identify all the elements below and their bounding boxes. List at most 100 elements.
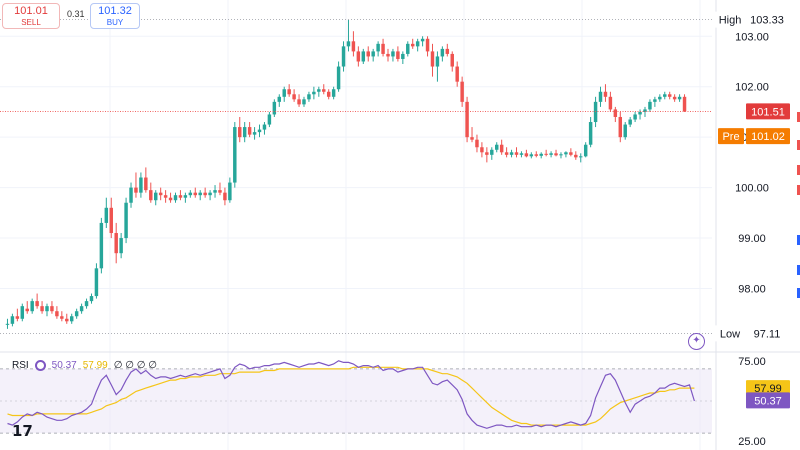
- low-label-text: Low: [720, 328, 740, 340]
- candle: [282, 86, 286, 102]
- candle-body: [396, 51, 400, 59]
- candle: [544, 149, 548, 157]
- candle-body: [326, 91, 331, 97]
- candle-body: [15, 316, 20, 319]
- candle-body: [79, 306, 84, 312]
- candle-body: [262, 124, 267, 130]
- candle-body: [99, 222, 104, 269]
- high-value: 103.33: [747, 11, 787, 28]
- candle-body: [307, 94, 311, 100]
- candle: [40, 301, 44, 314]
- candle-body: [257, 129, 262, 133]
- candle: [183, 192, 188, 203]
- price-axis[interactable]: 103.00102.00101.00100.0099.0098.0075.002…: [715, 0, 800, 450]
- candle: [386, 48, 390, 62]
- tradingview-logo[interactable]: 17: [12, 422, 33, 440]
- candle: [60, 311, 64, 322]
- candle: [30, 298, 34, 314]
- candle-body: [55, 311, 59, 317]
- candle: [549, 151, 553, 158]
- candle: [430, 43, 435, 77]
- candle: [603, 84, 608, 102]
- price-tick-label: 99.00: [738, 233, 766, 245]
- candle: [490, 147, 494, 160]
- candle-body: [109, 207, 113, 234]
- candle: [20, 303, 25, 322]
- candle-body: [50, 306, 54, 312]
- candle: [410, 38, 415, 49]
- candle-body: [158, 192, 163, 196]
- candle: [213, 185, 217, 198]
- candle-body: [514, 152, 519, 155]
- candle-body: [317, 89, 321, 92]
- candle-body: [490, 149, 494, 155]
- candle-body: [267, 114, 272, 125]
- pre-label-tag-box: [718, 128, 744, 145]
- candle-body: [242, 127, 247, 138]
- candle-body: [475, 139, 479, 148]
- candle-body: [588, 122, 593, 145]
- candle: [376, 41, 380, 57]
- candle: [89, 293, 94, 304]
- candle-body: [410, 43, 415, 47]
- candle: [638, 109, 642, 120]
- candle: [667, 91, 672, 100]
- indicator-settings-icon[interactable]: [34, 360, 46, 371]
- candle: [238, 116, 242, 143]
- candle-body: [638, 111, 642, 115]
- sparkle-icon[interactable]: ✦: [688, 333, 705, 350]
- low-value-text: 97.11: [754, 328, 781, 340]
- candle: [168, 192, 173, 203]
- rsi-value-tag-text: 50.37: [754, 395, 782, 407]
- candle-body: [593, 101, 598, 123]
- candle-body: [663, 94, 667, 97]
- candle-body: [60, 316, 64, 319]
- sell-label: SELL: [21, 18, 41, 27]
- candle: [371, 48, 375, 62]
- candle-body: [10, 316, 15, 324]
- candle: [267, 111, 272, 128]
- candle: [84, 298, 89, 309]
- candle: [554, 149, 558, 157]
- candle: [252, 127, 257, 140]
- candlestick-series: [5, 19, 687, 329]
- candle: [495, 142, 499, 153]
- candle: [292, 89, 296, 102]
- candle-body: [119, 238, 123, 254]
- buy-button[interactable]: 101.32 BUY: [90, 3, 140, 29]
- candle-body: [124, 202, 128, 239]
- rsi-legend[interactable]: RSI 50.37 57.99 ∅ ∅ ∅ ∅: [12, 360, 157, 371]
- candle-body: [435, 56, 440, 67]
- pre-price-tag-box: [746, 128, 790, 145]
- candle: [450, 51, 454, 72]
- sell-button[interactable]: 101.01 SELL: [2, 3, 60, 29]
- candle-body: [30, 301, 34, 312]
- candle: [188, 190, 193, 198]
- axis-edge-marker: [797, 165, 800, 175]
- candle-body: [168, 197, 173, 201]
- candle: [628, 116, 632, 128]
- candle: [564, 151, 568, 158]
- candle: [139, 172, 143, 198]
- candle: [366, 46, 370, 62]
- candle-body: [677, 96, 682, 100]
- candle-body: [658, 96, 662, 100]
- candle-body: [89, 296, 94, 302]
- candle-body: [351, 41, 356, 52]
- price-tick-label: 103.00: [735, 31, 769, 43]
- candle: [193, 187, 197, 198]
- candle-body: [574, 154, 578, 158]
- candle: [351, 31, 356, 57]
- candle-body: [282, 89, 286, 97]
- candle: [158, 187, 163, 201]
- last-price-tag: 101.51: [746, 103, 790, 120]
- candle-body: [544, 153, 548, 155]
- candle-body: [583, 144, 588, 157]
- candle-body: [297, 99, 301, 105]
- candle: [208, 190, 212, 201]
- candle-body: [45, 306, 49, 312]
- candle: [381, 38, 385, 57]
- buy-price: 101.32: [98, 5, 132, 17]
